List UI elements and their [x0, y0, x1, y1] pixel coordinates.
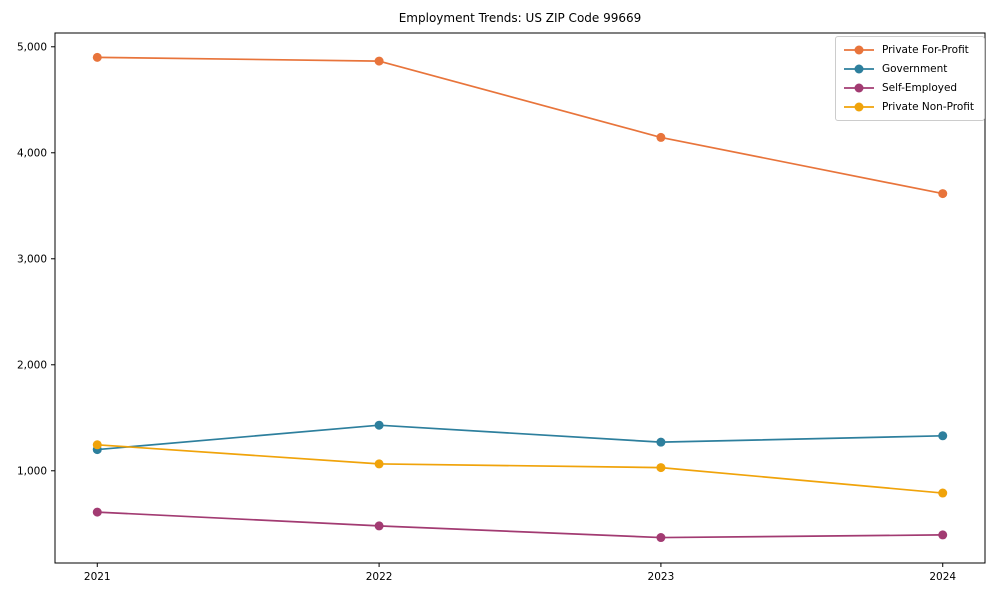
- series-marker: [656, 463, 666, 473]
- y-tick-label: 4,000: [17, 147, 47, 159]
- series-line: [96, 56, 944, 195]
- series-marker: [374, 459, 384, 469]
- legend-label: Government: [881, 63, 948, 75]
- legend-label: Private For-Profit: [881, 44, 969, 56]
- legend-item: Private For-Profit: [843, 44, 974, 56]
- series-marker: [656, 533, 666, 543]
- legend-line-marker-swatch: [843, 45, 874, 55]
- y-tick-label: 3,000: [17, 253, 47, 265]
- legend: Private For-Profit Government Self-Employe…: [834, 36, 985, 121]
- series-marker: [92, 507, 102, 517]
- legend-item: Private Non-Profit: [843, 101, 974, 113]
- series-marker: [938, 530, 948, 540]
- series-marker: [92, 440, 102, 450]
- legend-line-marker-swatch: [843, 83, 874, 93]
- series-marker: [938, 488, 948, 498]
- legend-label: Self-Employed: [881, 82, 958, 94]
- series-marker: [92, 52, 102, 62]
- y-tick-label: 2,000: [17, 359, 47, 371]
- axes-box: [54, 32, 986, 564]
- series-marker: [374, 420, 384, 430]
- series-marker: [374, 521, 384, 531]
- legend-line-marker-swatch: [843, 64, 874, 74]
- series-marker: [938, 431, 948, 441]
- x-tick-label: 2021: [84, 571, 111, 583]
- series-line: [96, 424, 944, 451]
- x-tick-label: 2022: [366, 571, 393, 583]
- y-tick-label: 1,000: [17, 465, 47, 477]
- y-tick-label: 5,000: [17, 41, 47, 53]
- legend-label: Private Non-Profit: [881, 101, 974, 113]
- x-tick-label: 2023: [648, 571, 675, 583]
- legend-item: Government: [843, 63, 974, 75]
- series-marker: [374, 56, 384, 66]
- legend-line-marker-swatch: [843, 102, 874, 112]
- series-line: [96, 443, 944, 494]
- legend-item: Self-Employed: [843, 82, 974, 94]
- chart-title: Employment Trends: US ZIP Code 99669: [398, 11, 642, 25]
- series-marker: [656, 132, 666, 142]
- series-marker: [938, 189, 948, 199]
- x-tick-label: 2024: [929, 571, 956, 583]
- series-marker: [656, 437, 666, 447]
- series-line: [96, 511, 944, 539]
